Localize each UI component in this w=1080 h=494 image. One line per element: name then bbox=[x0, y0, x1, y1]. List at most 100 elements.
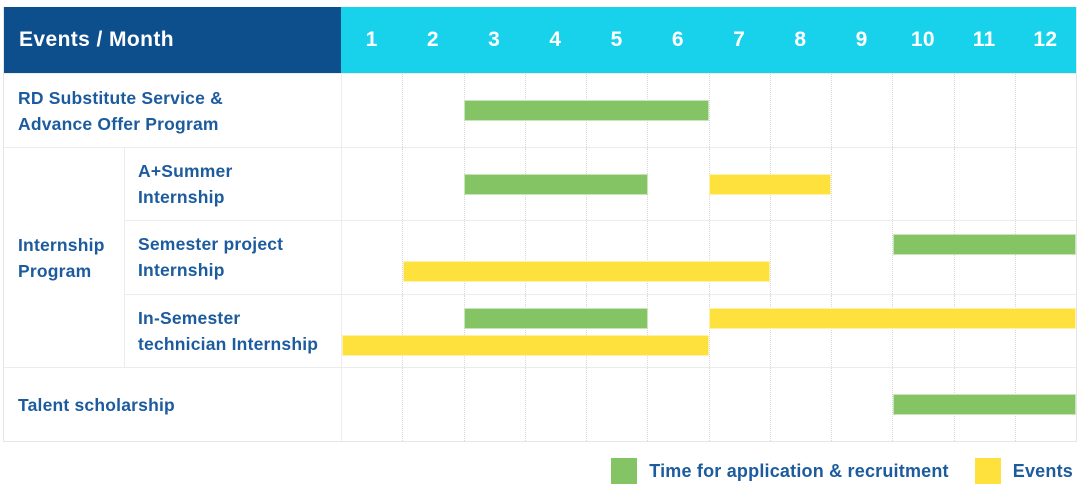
month-gridlines bbox=[342, 74, 1076, 147]
month-gridlines bbox=[342, 221, 1076, 294]
month-header: 1 2 3 4 5 6 7 8 9 10 11 12 bbox=[341, 7, 1076, 73]
month-gridline-column bbox=[342, 74, 402, 147]
month-gridline-column bbox=[524, 368, 586, 441]
label-line: Internship bbox=[138, 260, 225, 281]
month-gridlines bbox=[342, 294, 1076, 367]
month-gridline-column bbox=[1014, 221, 1076, 294]
gantt-bar-recruitment bbox=[464, 173, 648, 195]
month-gridline-column bbox=[769, 294, 831, 367]
month-gridline-column bbox=[402, 368, 463, 441]
month-gridline-column bbox=[1014, 148, 1076, 221]
gantt-bar-recruitment bbox=[892, 394, 1076, 415]
month-gridline-column bbox=[769, 368, 831, 441]
month-gridline-column bbox=[708, 221, 770, 294]
label-line: Semester project bbox=[138, 234, 284, 255]
month-label: 3 bbox=[488, 28, 501, 51]
gantt-bar-events bbox=[709, 307, 1076, 329]
label-line: Internship bbox=[18, 234, 105, 255]
month-label: 4 bbox=[549, 28, 562, 51]
table-header-row: Events / Month 1 2 3 4 5 6 7 8 9 10 11 12 bbox=[4, 7, 1076, 73]
month-gridline-column bbox=[402, 221, 463, 294]
month-gridline-column bbox=[831, 368, 892, 441]
table-row: In-Semester technician Internship bbox=[125, 293, 1076, 367]
month-gridline-column bbox=[831, 221, 892, 294]
label-line: A+Summer bbox=[138, 161, 233, 182]
label-line: Program bbox=[18, 260, 92, 281]
group-row-band: Internship Program A+Summer Internship Semes… bbox=[4, 147, 1076, 367]
month-gridline-column bbox=[586, 294, 647, 367]
month-gridline-column bbox=[586, 221, 647, 294]
month-gridline-column bbox=[402, 148, 463, 221]
gantt-table: Events / Month 1 2 3 4 5 6 7 8 9 10 11 12 RD Substi… bbox=[3, 7, 1077, 442]
month-gridline-column bbox=[342, 295, 402, 367]
month-gridline-column bbox=[708, 74, 770, 147]
month-gridline-column bbox=[647, 294, 708, 367]
month-gridline-column bbox=[524, 294, 586, 367]
month-gridline-column bbox=[463, 368, 525, 441]
gantt-bar-recruitment bbox=[464, 307, 648, 329]
month-gridline-column bbox=[953, 148, 1015, 221]
month-gridline-column bbox=[647, 221, 708, 294]
table-row: RD Substitute Service & Advance Offer Pro… bbox=[4, 73, 1076, 147]
month-gridline-column bbox=[342, 368, 402, 441]
month-gridline-column bbox=[342, 148, 402, 220]
gantt-chart-cell bbox=[341, 368, 1076, 441]
row-sublabel: Semester project Internship bbox=[125, 221, 341, 293]
gantt-chart-cell bbox=[341, 294, 1076, 367]
month-gridline-column bbox=[463, 74, 525, 147]
month-label: 10 bbox=[910, 28, 935, 51]
legend-item-events: Events bbox=[974, 458, 1073, 484]
gantt-chart-cell bbox=[341, 221, 1076, 294]
month-label: 2 bbox=[426, 28, 439, 51]
table-row: A+Summer Internship bbox=[125, 148, 1076, 221]
month-gridline-column bbox=[953, 74, 1015, 147]
month-gridline-column bbox=[463, 221, 525, 294]
legend-label: Events bbox=[1012, 460, 1073, 481]
gantt-bar-recruitment bbox=[892, 234, 1076, 256]
label-line: In-Semester bbox=[138, 307, 241, 328]
month-gridline-column bbox=[953, 221, 1015, 294]
month-gridline-column bbox=[708, 294, 770, 367]
gantt-bar-events bbox=[342, 334, 709, 356]
legend: Time for application & recruitment Events bbox=[611, 456, 1073, 486]
gantt-bar-events bbox=[709, 173, 832, 195]
green-square-icon bbox=[611, 458, 638, 484]
month-gridline-column bbox=[892, 221, 953, 294]
month-label: 9 bbox=[855, 28, 868, 51]
gantt-bar-recruitment bbox=[464, 100, 709, 121]
gantt-chart-cell bbox=[341, 148, 1076, 221]
month-gridline-column bbox=[647, 368, 708, 441]
month-label: 11 bbox=[972, 28, 996, 51]
row-label: RD Substitute Service & Advance Offer Pro… bbox=[4, 74, 341, 147]
month-gridline-column bbox=[831, 148, 892, 221]
month-gridline-column bbox=[769, 74, 831, 147]
label-line: technician Internship bbox=[138, 333, 319, 354]
month-gridline-column bbox=[892, 148, 953, 221]
legend-item-recruitment: Time for application & recruitment bbox=[611, 458, 949, 484]
label-line: Internship bbox=[138, 187, 225, 208]
gantt-body: RD Substitute Service & Advance Offer Pro… bbox=[4, 73, 1076, 441]
month-gridline-column bbox=[892, 74, 953, 147]
month-gridline-column bbox=[831, 294, 892, 367]
month-gridline-column bbox=[463, 148, 525, 221]
label-line: Advance Offer Program bbox=[18, 113, 219, 134]
table-row: Semester project Internship bbox=[125, 220, 1076, 294]
month-label: 1 bbox=[365, 28, 378, 51]
month-gridline-column bbox=[647, 148, 708, 221]
month-gridline-column bbox=[769, 221, 831, 294]
month-gridline-column bbox=[892, 294, 953, 367]
group-rows: A+Summer Internship Semester project Intern… bbox=[125, 148, 1076, 367]
gantt-bar-events bbox=[403, 261, 771, 283]
month-label: 5 bbox=[610, 28, 623, 51]
table-header-title: Events / Month bbox=[4, 7, 341, 73]
month-gridline-column bbox=[953, 294, 1015, 367]
month-label: 12 bbox=[1033, 28, 1058, 51]
month-gridline-column bbox=[524, 221, 586, 294]
month-gridline-column bbox=[831, 74, 892, 147]
yellow-square-icon bbox=[974, 458, 1001, 484]
month-gridline-column bbox=[463, 294, 525, 367]
table-row: Talent scholarship bbox=[4, 367, 1076, 441]
month-gridline-column bbox=[342, 221, 402, 293]
label-line: RD Substitute Service & bbox=[18, 87, 223, 108]
month-gridline-column bbox=[402, 74, 463, 147]
